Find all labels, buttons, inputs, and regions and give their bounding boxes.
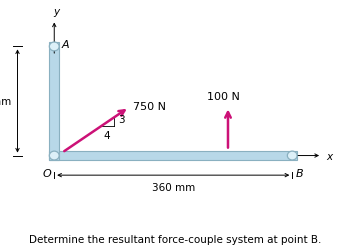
- Text: 3: 3: [118, 114, 125, 124]
- Text: 4: 4: [103, 130, 110, 140]
- Text: Determine the resultant force-couple system at point B.: Determine the resultant force-couple sys…: [29, 234, 321, 244]
- Text: A: A: [62, 40, 70, 50]
- Text: 160 mm: 160 mm: [0, 97, 11, 107]
- Text: 360 mm: 360 mm: [152, 182, 195, 192]
- FancyBboxPatch shape: [49, 151, 297, 160]
- Text: x: x: [326, 151, 332, 161]
- Text: 750 N: 750 N: [133, 101, 166, 111]
- Text: B: B: [296, 168, 304, 178]
- Text: y: y: [53, 7, 59, 17]
- Text: O: O: [42, 168, 51, 178]
- Circle shape: [287, 151, 297, 160]
- FancyBboxPatch shape: [49, 43, 59, 160]
- Circle shape: [49, 151, 59, 160]
- Circle shape: [49, 43, 59, 52]
- Text: 100 N: 100 N: [207, 91, 240, 102]
